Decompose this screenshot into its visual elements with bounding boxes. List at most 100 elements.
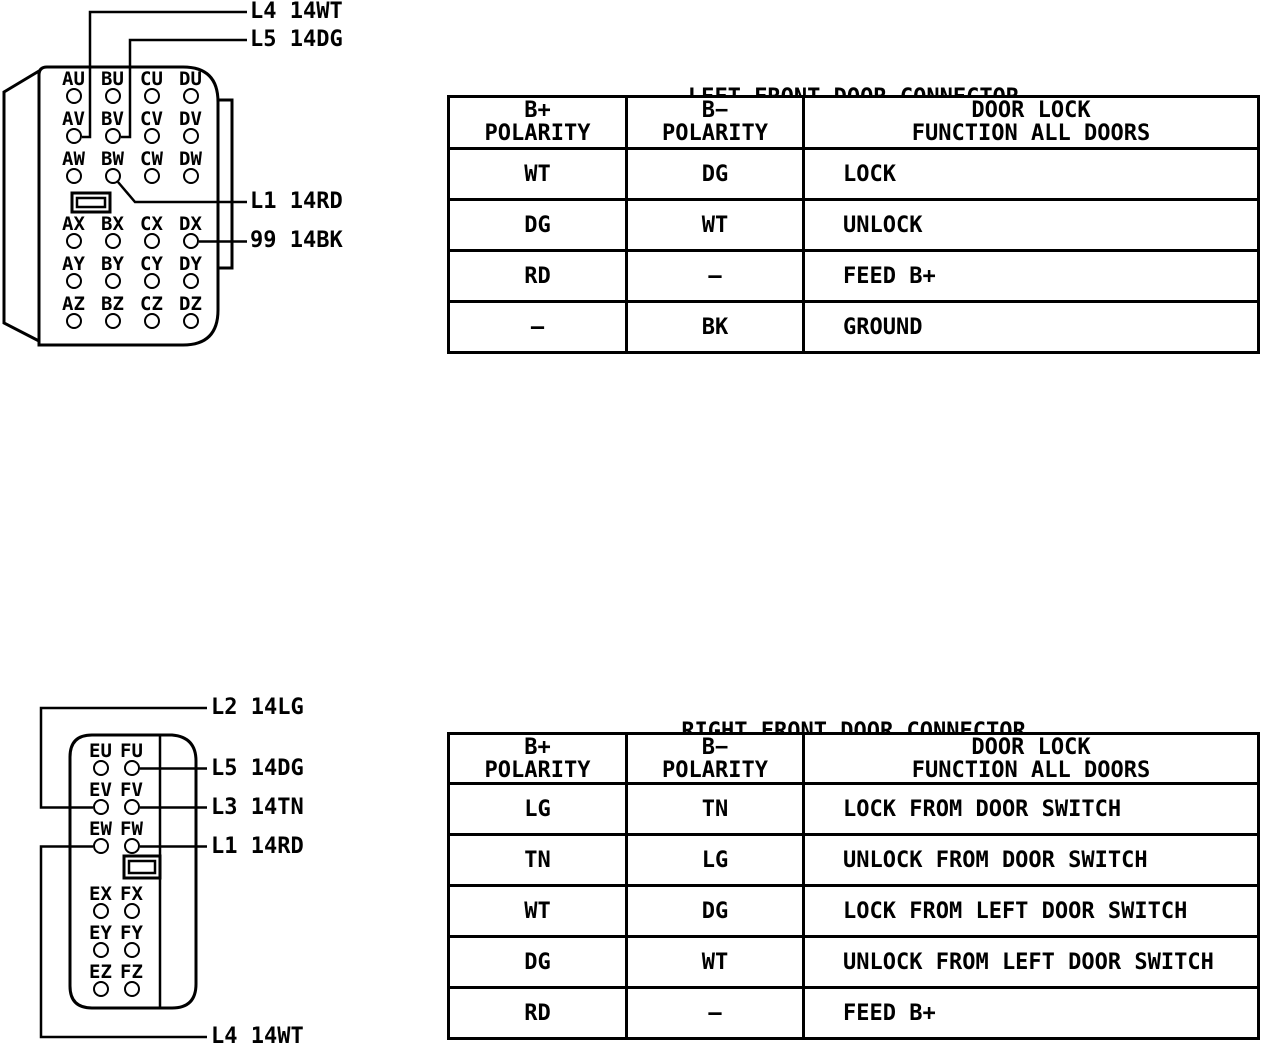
pin-cavity-icon	[182, 273, 199, 289]
header-b-plus-polarity: B+ POLARITY	[484, 735, 591, 783]
cell-b-minus: —	[625, 989, 802, 1037]
pin-label: BX	[101, 213, 124, 235]
pin-cavity-icon	[92, 760, 109, 776]
pin: BZ	[93, 295, 132, 335]
wire-label-99-14BK: 99 14BK	[250, 228, 343, 253]
left-connector-keyway-outer	[70, 191, 112, 214]
table-row: DG WT UNLOCK FROM LEFT DOOR SWITCH	[450, 935, 1257, 986]
pin-label: AY	[62, 253, 85, 275]
pin: BY	[93, 255, 132, 295]
wire-trace-L1-to-BW	[117, 181, 247, 204]
pin-label: BV	[101, 108, 124, 130]
pin: DX	[171, 215, 210, 255]
cell-b-plus: LG	[524, 796, 551, 822]
table-row: RD — FEED B+	[450, 986, 1257, 1037]
pin: FY	[116, 924, 147, 963]
pin-label: BY	[101, 253, 124, 275]
pin-label: AX	[62, 213, 85, 235]
pin-label: BW	[101, 148, 124, 170]
wire-trace-L2-to-EV	[39, 706, 207, 809]
pin-label: AW	[62, 148, 85, 170]
pin: AW	[54, 150, 93, 190]
pin: AV	[54, 110, 93, 150]
left-connector-keyway-inner	[75, 196, 107, 209]
wire-trace-L4-to-AV	[82, 10, 247, 139]
cell-b-plus: RD	[524, 1000, 551, 1026]
pin-cavity-icon	[65, 88, 82, 104]
header-b-minus-polarity: B− POLARITY	[625, 98, 802, 147]
pin-cavity-icon	[182, 313, 199, 329]
pin-label: BU	[101, 68, 124, 90]
pin: CW	[132, 150, 171, 190]
cell-b-minus: DG	[625, 150, 802, 198]
pin: FX	[116, 885, 147, 924]
pin-cavity-icon	[123, 981, 140, 997]
pin: DY	[171, 255, 210, 295]
wire-label-L5-14DG: L5 14DG	[211, 756, 304, 781]
pin: CU	[132, 70, 171, 110]
pin: AU	[54, 70, 93, 110]
table-row: — BK GROUND	[450, 300, 1257, 351]
pin-label: AU	[62, 68, 85, 90]
pin: DV	[171, 110, 210, 150]
wire-trace-L5-to-BV	[121, 38, 247, 139]
wire-label-L5-14DG: L5 14DG	[250, 27, 343, 52]
pin-cavity-icon	[143, 88, 160, 104]
left-connector-side-flange	[2, 68, 41, 344]
cell-function: LOCK FROM LEFT DOOR SWITCH	[802, 887, 1257, 935]
cell-b-plus: WT	[524, 898, 551, 924]
pin-cavity-icon	[104, 168, 121, 184]
left-table-body: WT DG LOCK DG WT UNLOCK RD — FEED B+	[450, 147, 1257, 351]
pin: EW	[85, 820, 116, 859]
cell-function: FEED B+	[802, 252, 1257, 300]
pin: CY	[132, 255, 171, 295]
pin-cavity-icon	[65, 273, 82, 289]
pin: FU	[116, 742, 147, 781]
pin-label: EY	[89, 922, 112, 944]
pin-cavity-icon	[123, 903, 140, 919]
pin-cavity-icon	[182, 233, 199, 249]
pin-label: CZ	[140, 293, 163, 315]
pin: FV	[116, 781, 147, 820]
pin: CX	[132, 215, 171, 255]
pin: BV	[93, 110, 132, 150]
right-connector-pin-grid-top: EU FU EV FV EW FW	[85, 742, 147, 859]
left-connector-outline	[37, 65, 220, 347]
pin-cavity-icon	[104, 128, 121, 144]
pin-label: DY	[179, 253, 202, 275]
pin-label: EX	[89, 883, 112, 905]
pin: DZ	[171, 295, 210, 335]
pin: EU	[85, 742, 116, 781]
pin: BX	[93, 215, 132, 255]
right-connector-pin-grid-bottom: EX FX EY FY EZ FZ	[85, 885, 147, 1002]
pin-label: EZ	[89, 961, 112, 983]
pin: EZ	[85, 963, 116, 1002]
table-row: DG WT UNLOCK	[450, 198, 1257, 249]
left-connector-pin-grid-bottom: AX BX CX DX AY BY	[54, 215, 210, 335]
cell-b-minus: WT	[625, 938, 802, 986]
table-row: WT DG LOCK FROM LEFT DOOR SWITCH	[450, 884, 1257, 935]
left-connector-lock-tab	[218, 98, 234, 270]
wire-label-L2-14LG: L2 14LG	[211, 695, 304, 720]
pin-label: FX	[120, 883, 143, 905]
cell-b-plus: DG	[524, 949, 551, 975]
right-connector-keyway-outer	[122, 854, 162, 880]
pin-cavity-icon	[92, 981, 109, 997]
pin-cavity-icon	[182, 168, 199, 184]
cell-b-minus: BK	[625, 303, 802, 351]
pin-label: AZ	[62, 293, 85, 315]
pin-label: FY	[120, 922, 143, 944]
pin-label: CU	[140, 68, 163, 90]
pin: BU	[93, 70, 132, 110]
pin-label: BZ	[101, 293, 124, 315]
pin-cavity-icon	[123, 760, 140, 776]
pin-cavity-icon	[65, 313, 82, 329]
pin: AX	[54, 215, 93, 255]
cell-b-plus: WT	[524, 161, 551, 187]
cell-function: LOCK FROM DOOR SWITCH	[802, 785, 1257, 833]
pin-cavity-icon	[92, 942, 109, 958]
pin-cavity-icon	[123, 838, 140, 854]
pin-label: FU	[120, 740, 143, 762]
